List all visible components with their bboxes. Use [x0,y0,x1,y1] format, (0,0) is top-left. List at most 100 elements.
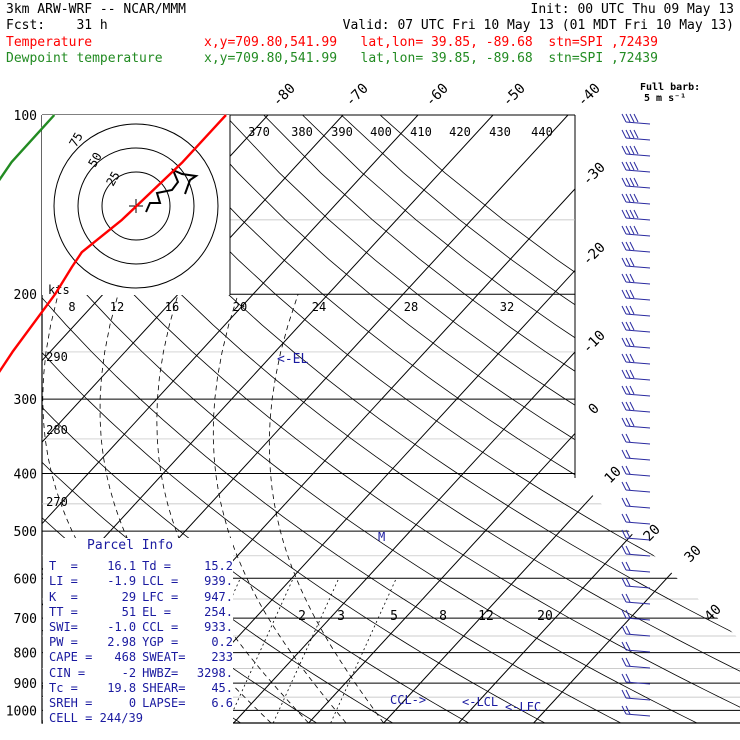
hodograph-ring-label-50: 50 [85,150,104,170]
theta-label: 380 [291,125,313,139]
hodograph-ring-label-25: 25 [103,169,122,189]
parcel-param-value: 15.2 [204,559,233,574]
dry-adiabat [263,115,740,724]
wind-barb [621,353,651,365]
temperature-station-info: x,y=709.80,541.99 lat,lon= 39.85, -89.68… [204,35,658,50]
pressure-label: 300 [14,393,37,408]
parcel-param-label: HWBZ= [142,665,179,680]
parcel-param-label: Td = [142,559,172,574]
pressure-label: 100 [14,109,37,124]
wind-barb [621,401,651,413]
theta-label: 390 [331,125,353,139]
dry-adiabat [0,115,12,723]
parcel-param-value: 19.8 [107,680,137,695]
moist-adiabat [156,294,309,724]
mixing-ratio-label: 12 [478,609,494,624]
parcel-param-label: EL = [142,604,172,619]
temperature-line [0,114,227,373]
wind-barb [621,593,651,605]
m-marker: M [378,530,385,544]
wind-barb [621,145,651,157]
parcel-param-value: -1.0 [107,620,137,635]
wind-barb [621,209,651,221]
parcel-param-label: LFC = [142,589,179,604]
wind-barb [621,465,651,477]
parcel-info-row: T = 16.1 Td = 15.2 [43,559,233,574]
mixing-ratio-line [330,578,397,724]
isotherm-line [533,115,740,724]
wind-barb [621,321,651,333]
theta-label: 400 [370,125,392,139]
isotherm-line [42,115,344,724]
parcel-info-row: CAPE = 468 SWEAT= 233 [43,650,233,665]
isotherm-label: -30 [580,160,609,189]
lcl-marker: <-LCL [462,695,498,709]
parcel-param-label: LAPSE= [142,696,186,711]
wind-barb [621,657,651,669]
isotherm-line [42,115,494,724]
isotherm-line [158,115,719,724]
dry-adiabat [42,115,740,724]
wind-barb [621,273,651,285]
theta-label: 430 [489,125,511,139]
parcel-param-label: SWI= [49,620,78,635]
mixing-ratio-label: 5 [390,609,398,624]
wind-barb [621,257,651,269]
wind-barb-legend-title: Full barb: [640,82,701,93]
wind-barb [621,289,651,301]
wind-barb [621,513,651,525]
wind-barb [621,433,651,445]
hodograph-scale-label: 12 [110,300,124,314]
parcel-param-label: T = [49,559,78,574]
parcel-info-panel: Parcel Info T = 16.1 Td = 15.2 LI = -1.9 LCL =… [43,538,233,727]
parcel-param-value: 233 [211,650,233,665]
wind-barb [621,113,651,125]
wind-barb [621,561,651,573]
wind-barb [621,641,651,653]
parcel-param-value: 933. [204,620,233,635]
theta-label-left: 290 [46,350,68,364]
hodograph-scale-label: 24 [312,300,326,314]
parcel-param-label: Tc = [49,680,78,695]
pressure-label: 400 [14,467,37,482]
pressure-label: 200 [14,288,37,303]
theta-label: 420 [449,125,471,139]
wind-barb [621,385,651,397]
parcel-info-row: LI = -1.9 LCL = 939. [43,574,233,589]
moist-adiabat [212,294,347,724]
parcel-param-label: LCL = [142,574,179,589]
ccl-marker: CCL-> [390,693,426,707]
wind-barb [621,545,651,557]
parcel-param-label: YGP = [142,635,179,650]
parcel-param-value: -1.9 [107,574,137,589]
parcel-param-label: SREH = [49,696,93,711]
parcel-info-title: Parcel Info [87,538,174,553]
mixing-ratio-label: 8 [439,609,447,624]
parcel-param-label: LI = [49,574,78,589]
wind-barb [621,337,651,349]
wind-barb [621,689,651,701]
wind-barb [621,305,651,317]
model-title: 3km ARW-WRF -- NCAR/MMM [6,2,187,17]
dewpoint-legend: Dewpoint temperature [6,51,163,66]
wind-barb [621,129,651,141]
pressure-label: 700 [14,612,37,627]
parcel-param-value: 3298. [196,665,233,680]
parcel-param-label: CAPE = [49,650,93,665]
wind-barb [621,481,651,493]
wind-barb [621,241,651,253]
mixing-ratio-line [272,578,340,724]
dewpoint-station-info: x,y=709.80,541.99 lat,lon= 39.85, -89.68… [204,51,658,66]
mixing-ratio-label: 2 [298,609,306,624]
parcel-info-row: Tc = 19.8 SHEAR= 45. [43,681,233,696]
dry-adiabat [42,115,740,724]
isotherm-line [308,115,740,724]
parcel-info-cell: CELL = 244/39 [49,711,143,726]
wind-barb [621,625,651,637]
hodograph-scale-label: 28 [404,300,418,314]
hodograph-trace [145,168,199,213]
isotherm-line [42,115,44,724]
wind-barb [621,577,651,589]
parcel-param-value: 29 [121,589,137,604]
